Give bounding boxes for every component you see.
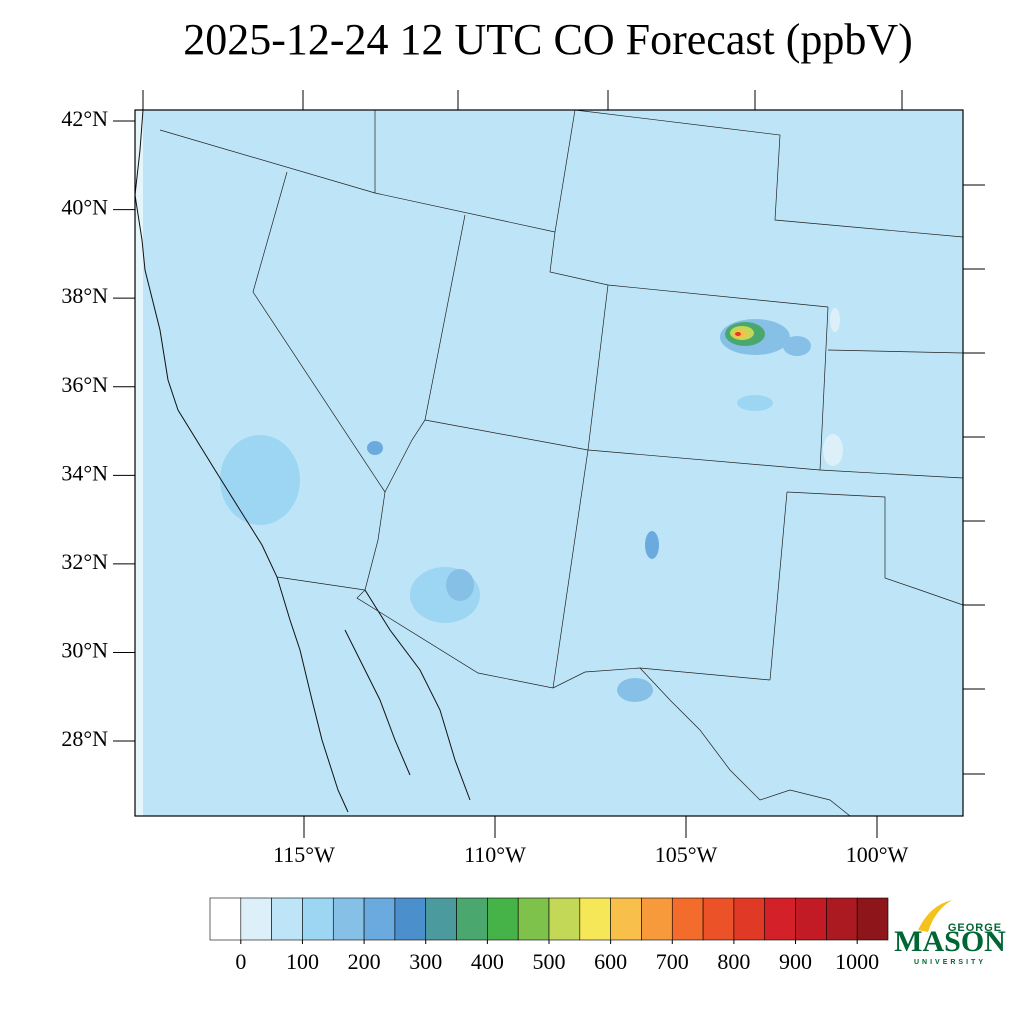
colorbar-box (363, 897, 396, 941)
colorbar-label: 400 (471, 949, 504, 974)
state-border (424, 419, 964, 479)
colorbar-box (856, 897, 889, 941)
logo-bottom: UNIVERSITY (914, 959, 986, 966)
colorbar-box (548, 897, 581, 941)
colorbar-box (764, 897, 796, 941)
concentration-patches (220, 308, 843, 702)
colorbar-box (579, 897, 611, 941)
baja-coast (344, 629, 411, 776)
state-border (552, 284, 609, 689)
patch (220, 435, 300, 525)
state-border (827, 349, 964, 354)
colorbar-label: 100 (286, 949, 319, 974)
patch (645, 531, 659, 559)
state-border (384, 214, 466, 493)
country-border (639, 667, 851, 817)
colorbar-label: 600 (594, 949, 627, 974)
patch (823, 434, 843, 466)
logo: GEORGE MASON UNIVERSITY (894, 900, 1006, 966)
colorbar: 0 100 200 300 400 500 600 700 800 900 1000 (209, 897, 889, 974)
colorbar-box (641, 897, 673, 941)
colorbar-box (733, 897, 766, 941)
colorbar-box (302, 897, 334, 941)
colorbar-label: 700 (656, 949, 689, 974)
colorbar-label: 500 (533, 949, 566, 974)
lon-label: 115°W (273, 842, 335, 867)
boundaries (134, 109, 964, 817)
title: 2025-12-24 12 UTC CO Forecast (ppbV) (183, 15, 913, 64)
colorbar-box (826, 897, 858, 941)
frame-ticks (142, 90, 985, 775)
patch (830, 308, 840, 332)
logo-swoosh (918, 900, 952, 932)
state-border (786, 491, 964, 606)
colorbar-box (271, 897, 303, 941)
lat-label: 34°N (61, 460, 108, 485)
lat-label: 42°N (61, 106, 108, 131)
lat-label: 36°N (61, 372, 108, 397)
colorbar-label: 300 (409, 949, 442, 974)
gulf-coast (364, 589, 471, 801)
lat-label: 32°N (61, 549, 108, 574)
colorbar-label: 900 (779, 949, 812, 974)
colorbar-box (209, 897, 242, 941)
ocean-edge (135, 110, 143, 816)
state-border (574, 109, 964, 238)
state-border (549, 109, 829, 308)
logo-top: GEORGE (948, 922, 1002, 934)
map (134, 90, 985, 817)
colorbar-box (240, 897, 272, 941)
colorbar-box (332, 897, 365, 941)
colorbar-box (456, 897, 488, 941)
lon-label: 100°W (846, 842, 909, 867)
state-border (819, 306, 829, 471)
lat-label: 38°N (61, 283, 108, 308)
country-border (276, 576, 771, 689)
patch (367, 441, 383, 455)
colorbar-box (795, 897, 827, 941)
patch (735, 332, 741, 336)
state-border (769, 491, 788, 681)
lat-label: 40°N (61, 195, 108, 220)
coastline (134, 109, 349, 813)
colorbar-box (610, 897, 642, 941)
colorbar-label: 200 (348, 949, 381, 974)
colorbar-box (517, 897, 550, 941)
patch (617, 678, 653, 702)
patch (446, 569, 474, 601)
patch (783, 336, 811, 356)
lat-label: 28°N (61, 726, 108, 751)
colorbar-box (425, 897, 457, 941)
colorbar-box (487, 897, 519, 941)
lat-label: 30°N (61, 638, 108, 663)
colorbar-box (702, 897, 735, 941)
colorbar-label: 1000 (835, 949, 879, 974)
logo-main: MASON (894, 925, 1006, 958)
lon-label: 105°W (655, 842, 718, 867)
colorbar-box (671, 897, 704, 941)
lon-label: 110°W (464, 842, 526, 867)
colorbar-box (394, 897, 427, 941)
colorbar-label: 0 (235, 949, 246, 974)
patch (737, 395, 773, 411)
map-frame (134, 109, 964, 817)
colorbar-label: 800 (717, 949, 750, 974)
